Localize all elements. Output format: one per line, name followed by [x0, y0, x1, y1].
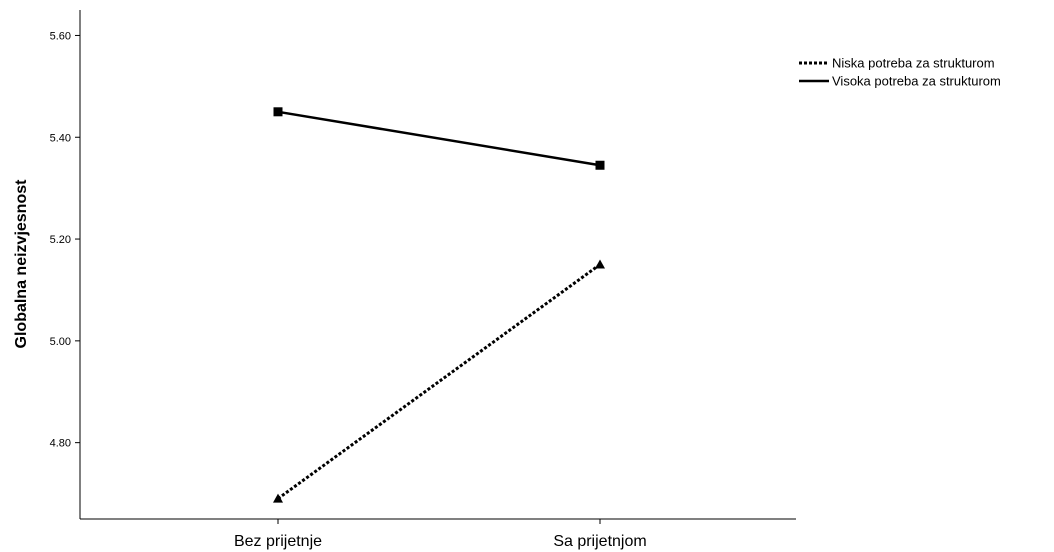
x-tick-label: Bez prijetnje: [234, 533, 322, 550]
y-tick-label: 4.80: [50, 438, 71, 450]
square-marker: [595, 160, 605, 170]
x-ticks: Bez prijetnje Sa prijetnjom: [234, 519, 647, 550]
y-tick-label: 5.20: [50, 234, 71, 246]
triangle-marker: [273, 493, 283, 503]
y-ticks: 4.80 5.00 5.20 5.40 5.60: [50, 30, 80, 450]
square-marker: [273, 107, 283, 117]
legend-label: Visoka potreba za strukturom: [832, 74, 1001, 89]
legend: Niska potreba za strukturom Visoka potreb…: [799, 56, 1001, 89]
series-line-1: [277, 263, 601, 500]
triangle-marker: [595, 259, 605, 269]
y-tick-label: 5.40: [50, 132, 71, 144]
axes: [79, 10, 796, 520]
y-tick-label: 5.60: [50, 30, 71, 42]
series-layer: [273, 107, 605, 503]
y-tick-label: 5.00: [50, 336, 71, 348]
x-tick-label: Sa prijetnjom: [553, 533, 646, 550]
series-line-2: [277, 110, 601, 167]
legend-label: Niska potreba za strukturom: [832, 56, 995, 71]
y-axis-title: Globalna neizvjesnost: [13, 179, 30, 349]
